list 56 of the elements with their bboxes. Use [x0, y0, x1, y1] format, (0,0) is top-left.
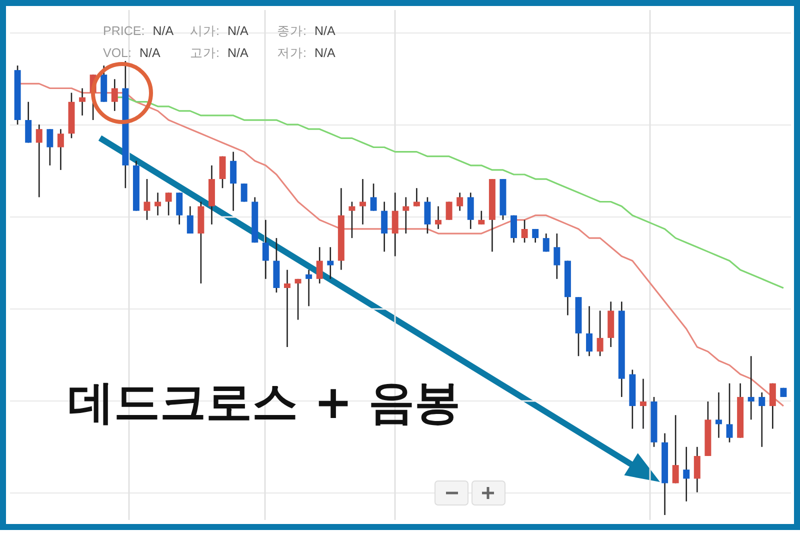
candlestick: [467, 192, 474, 230]
candlestick: [79, 88, 86, 116]
text: PRICE: N/A: [103, 24, 174, 38]
candlestick: [456, 192, 464, 212]
candlestick: [284, 269, 290, 348]
candlestick: [424, 196, 431, 234]
candlestick: [360, 178, 366, 226]
candlestick: [46, 128, 54, 166]
candlestick: [294, 278, 302, 320]
candlestick: [306, 269, 312, 307]
candlestick: [176, 192, 183, 226]
candlestick: [521, 219, 528, 244]
candlestick: [165, 192, 172, 216]
candlestick: [510, 214, 517, 244]
text: 저가: N/A: [277, 46, 336, 60]
annotation: 데드크로스 + 음봉: [68, 375, 461, 429]
candlestick: [57, 128, 64, 171]
candlestick: [554, 232, 560, 280]
candlestick: [446, 201, 452, 221]
candlestick: [683, 446, 690, 502]
candlestick: [348, 201, 356, 239]
candlestick: [726, 382, 733, 444]
candlestick: [230, 151, 237, 212]
candlestick: [186, 206, 194, 234]
candlestick: [316, 246, 323, 284]
candlestick: [154, 192, 162, 216]
candlestick: [413, 187, 420, 207]
candlestick: [748, 355, 754, 420]
candlestick: [327, 246, 334, 280]
text: 종가: N/A: [277, 24, 336, 38]
candlestick: [392, 192, 398, 257]
candlestick: [694, 446, 700, 493]
candlestick: [370, 182, 377, 212]
candlestick: [262, 219, 269, 280]
candlestick: [769, 382, 776, 430]
candlestick: [111, 78, 118, 112]
text: 시가: N/A: [190, 24, 249, 38]
text: 고가: N/A: [190, 46, 249, 60]
candlestick: [542, 232, 550, 252]
candlestick: [596, 310, 604, 357]
candlestick: [25, 101, 32, 144]
candlestick: [36, 124, 42, 198]
candlestick: [144, 178, 150, 221]
candlestick: [219, 156, 226, 189]
candlestick: [240, 182, 248, 202]
candlestick: [640, 378, 646, 430]
candlestick: [478, 210, 485, 226]
candlestick: [715, 392, 722, 438]
candlestick: [672, 414, 679, 484]
candlestick: [381, 201, 388, 252]
text: VOL: N/A: [103, 46, 161, 60]
candlestick: [435, 206, 442, 230]
candlestick: [402, 196, 410, 234]
candlestick: [532, 228, 539, 244]
candlestick: [758, 392, 766, 448]
candlestick: [586, 306, 593, 357]
